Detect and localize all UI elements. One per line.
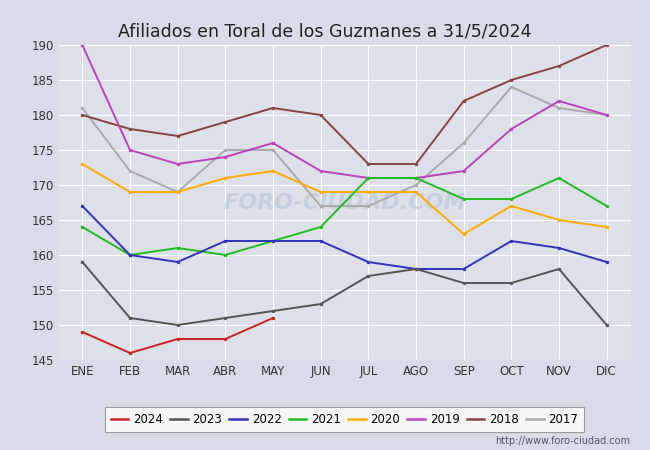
Text: http://www.foro-ciudad.com: http://www.foro-ciudad.com bbox=[495, 436, 630, 446]
Text: FORO-CIUDAD.COM: FORO-CIUDAD.COM bbox=[223, 193, 466, 212]
Text: Afiliados en Toral de los Guzmanes a 31/5/2024: Afiliados en Toral de los Guzmanes a 31/… bbox=[118, 22, 532, 40]
Legend: 2024, 2023, 2022, 2021, 2020, 2019, 2018, 2017: 2024, 2023, 2022, 2021, 2020, 2019, 2018… bbox=[105, 407, 584, 432]
